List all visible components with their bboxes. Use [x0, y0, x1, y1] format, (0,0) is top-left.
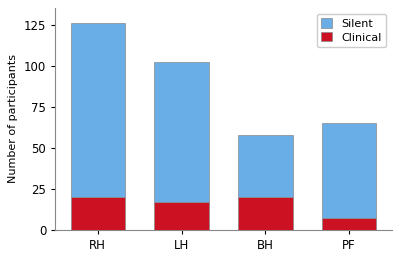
Bar	[154, 202, 209, 230]
Legend: Silent, Clinical: Silent, Clinical	[317, 14, 386, 47]
Bar	[322, 123, 376, 218]
Y-axis label: Number of participants: Number of participants	[8, 55, 18, 184]
Bar	[70, 23, 125, 197]
Bar	[238, 135, 292, 197]
Bar	[238, 197, 292, 230]
Bar	[322, 218, 376, 230]
Bar	[154, 62, 209, 202]
Bar	[70, 197, 125, 230]
